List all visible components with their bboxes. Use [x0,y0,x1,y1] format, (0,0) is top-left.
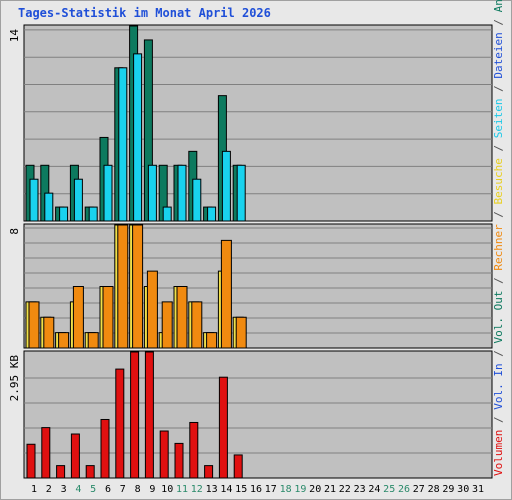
x-tick-day-26: 26 [398,484,410,495]
x-tick-day-31: 31 [472,484,484,495]
bar-volumen-day-3 [56,465,66,479]
bar-seiten-day-7 [118,67,128,222]
legend-item-12: Dateien [492,32,505,78]
x-tick-day-7: 7 [120,484,126,495]
legend-item-8: Besuche [492,158,505,204]
legend-item-2: Vol. In [492,363,505,409]
bar-seiten-day-10 [162,206,172,222]
x-tick-day-17: 17 [265,484,277,495]
bar-seiten-day-9 [147,164,157,222]
bar-seiten-day-12 [192,178,202,222]
x-tick-day-10: 10 [161,484,173,495]
bar-seiten-day-6 [103,164,113,222]
x-tick-day-28: 28 [428,484,440,495]
bar-volumen-day-15 [233,454,243,479]
bar-seiten-day-8 [133,53,143,222]
legend-item-13: / [492,12,505,32]
x-tick-day-20: 20 [309,484,321,495]
x-tick-day-15: 15 [235,484,247,495]
bar-seiten-day-14 [221,150,231,222]
bar-rechner-day-13 [206,332,218,349]
bar-rechner-day-2 [43,316,55,349]
bar-volumen-day-9 [144,351,154,479]
legend-item-4: Vol. Out [492,291,505,344]
bar-seiten-day-15 [236,164,246,222]
bar-seiten-day-4 [73,178,83,222]
x-tick-day-25: 25 [383,484,395,495]
bar-rechner-day-9 [146,270,158,349]
panel-requests-max-label: 14 [8,29,21,43]
legend-item-0: Volumen [492,430,505,476]
x-tick-day-9: 9 [149,484,155,495]
x-tick-day-3: 3 [61,484,67,495]
legend-item-9: / [492,138,505,158]
x-tick-day-8: 8 [135,484,141,495]
bar-rechner-day-14 [220,239,232,349]
x-tick-day-19: 19 [294,484,306,495]
bar-volumen-day-6 [100,418,110,479]
bar-rechner-day-12 [191,301,203,349]
x-tick-day-23: 23 [354,484,366,495]
bar-volumen-day-14 [218,376,228,479]
x-tick-day-6: 6 [105,484,111,495]
bar-seiten-day-13 [207,206,217,222]
bar-rechner-day-10 [161,301,173,349]
legend-item-5: / [492,271,505,291]
bar-rechner-day-11 [176,286,188,349]
x-tick-day-5: 5 [90,484,96,495]
bar-volumen-day-12 [189,421,199,479]
bar-volumen-day-5 [85,465,95,479]
x-tick-day-11: 11 [176,484,188,495]
panel-visits-max-label: 8 [8,228,21,235]
bar-rechner-day-15 [235,316,247,349]
bar-volumen-day-7 [115,368,125,479]
x-tick-day-4: 4 [75,484,81,495]
panel-volume-background [23,350,493,479]
x-tick-day-12: 12 [191,484,203,495]
legend-item-3: / [492,344,505,364]
x-tick-day-1: 1 [31,484,37,495]
x-tick-day-29: 29 [442,484,454,495]
bar-rechner-day-8 [132,224,144,349]
chart-title: Tages-Statistik im Monat April 2026 [18,6,271,20]
bar-volumen-day-11 [174,442,184,479]
legend-item-11: / [492,79,505,99]
bar-seiten-day-3 [59,206,69,222]
bar-rechner-day-7 [117,224,129,349]
bar-rechner-day-1 [28,301,40,349]
x-tick-day-18: 18 [280,484,292,495]
legend-item-1: / [492,410,505,430]
panel-volume-max-label: 2.95 KB [8,355,21,402]
bar-volumen-day-4 [70,433,80,479]
x-tick-day-24: 24 [368,484,380,495]
bar-rechner-day-4 [72,286,84,349]
bar-seiten-day-1 [29,178,39,222]
bar-volumen-day-8 [130,351,140,479]
bar-seiten-day-11 [177,164,187,222]
x-tick-day-16: 16 [250,484,262,495]
bar-rechner-day-6 [102,286,114,349]
x-tick-day-30: 30 [457,484,469,495]
bar-volumen-day-10 [159,430,169,479]
x-tick-day-21: 21 [324,484,336,495]
bar-rechner-day-3 [58,332,70,349]
right-legend: Volumen / Vol. In / Vol. Out / Rechner /… [492,0,505,476]
bar-seiten-day-5 [88,206,98,222]
panel-requests-background [23,24,493,222]
bar-volumen-day-2 [41,427,51,479]
bar-volumen-day-13 [204,465,214,479]
x-tick-day-22: 22 [339,484,351,495]
x-tick-day-13: 13 [206,484,218,495]
legend-item-6: Rechner [492,224,505,271]
bar-volumen-day-1 [26,443,36,479]
legend-item-10: Seiten [492,98,505,138]
legend-item-14: Anfragen [492,0,505,12]
legend-item-7: / [492,204,505,224]
x-tick-day-14: 14 [220,484,232,495]
x-tick-day-27: 27 [413,484,425,495]
x-tick-day-2: 2 [46,484,52,495]
bar-rechner-day-5 [87,332,99,349]
bar-seiten-day-2 [44,192,54,222]
